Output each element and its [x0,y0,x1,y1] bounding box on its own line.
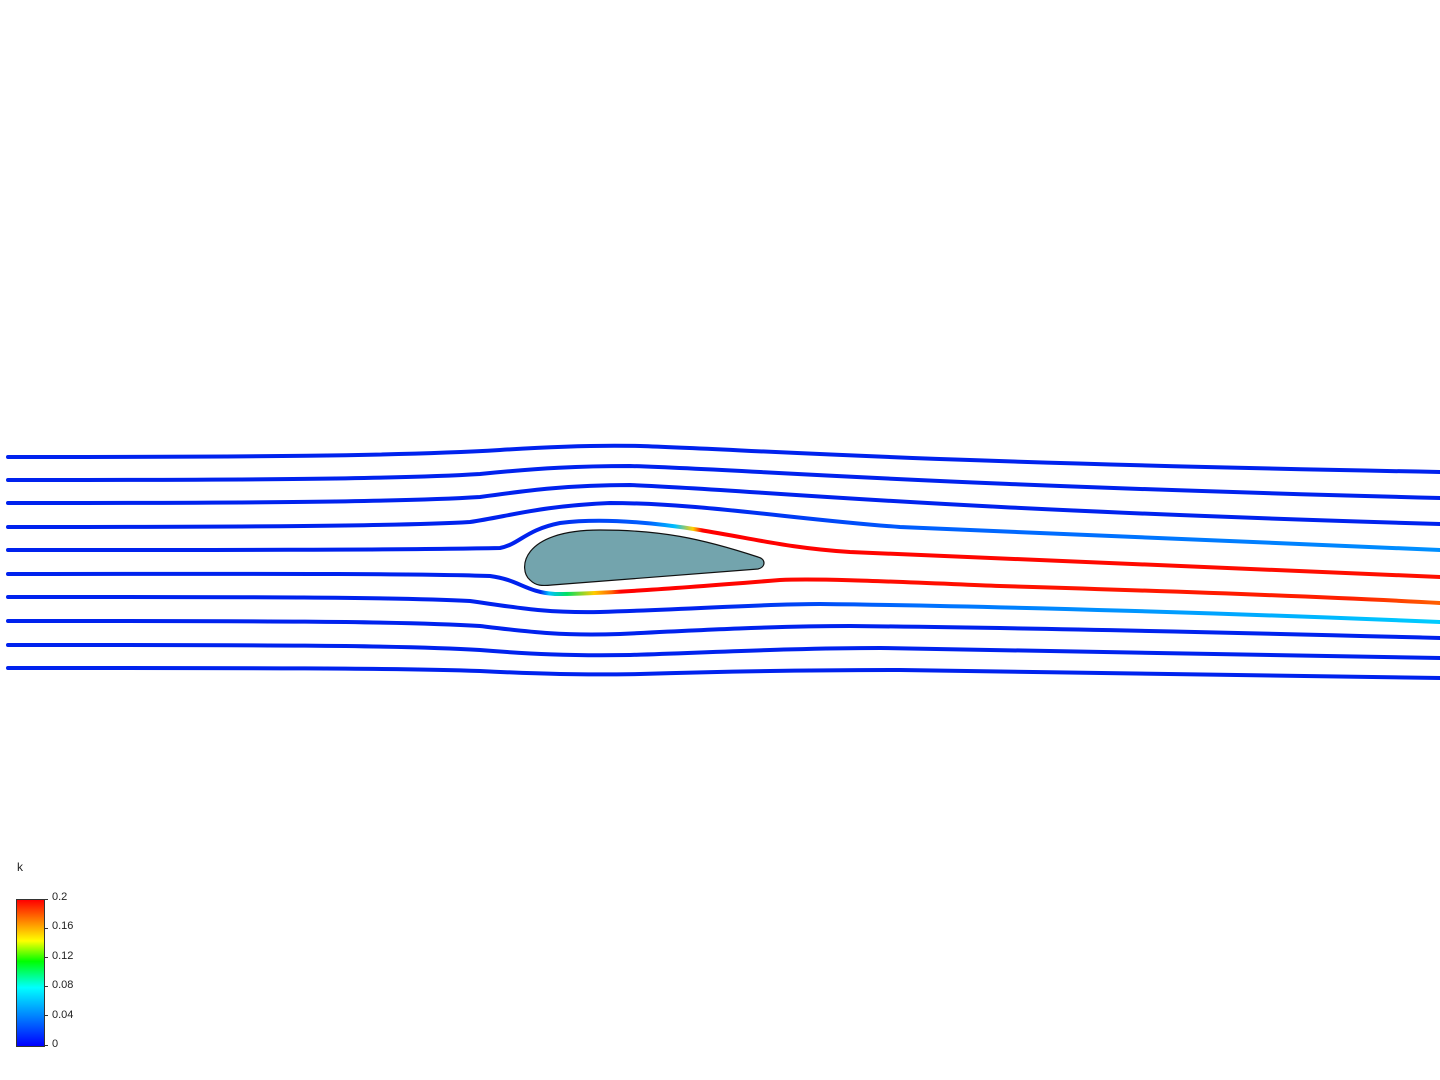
streamline-5 [6,518,1440,579]
tick-mark [44,1015,48,1016]
color-legend: k 0.2 0.16 0.12 0.08 0.04 0 [0,855,120,1065]
tick-label: 0.12 [52,950,74,962]
tick-mark [44,928,48,929]
streamline-2 [6,463,1440,500]
streamline-8 [6,619,1440,640]
colorbar [16,899,45,1047]
streamline-3 [6,482,1440,526]
tick-mark [44,957,48,958]
streamline-4 [6,500,1440,552]
tick-label: 0.2 [52,891,68,903]
streamline-6 [6,571,1440,605]
tick-label: 0.08 [52,979,74,991]
streamline-7 [6,595,1440,624]
streamlines [6,443,1440,680]
tick-label: 0.04 [52,1009,74,1021]
streamline-10 [6,666,1440,680]
streamline-1 [6,443,1440,474]
streamline-9 [6,643,1440,660]
tick-mark [44,1045,48,1046]
tick-label: 0 [52,1038,59,1050]
legend-title: k [17,860,23,874]
tick-mark [44,986,48,987]
tick-label: 0.16 [52,920,74,932]
airfoil [524,529,765,587]
tick-mark [44,899,48,900]
